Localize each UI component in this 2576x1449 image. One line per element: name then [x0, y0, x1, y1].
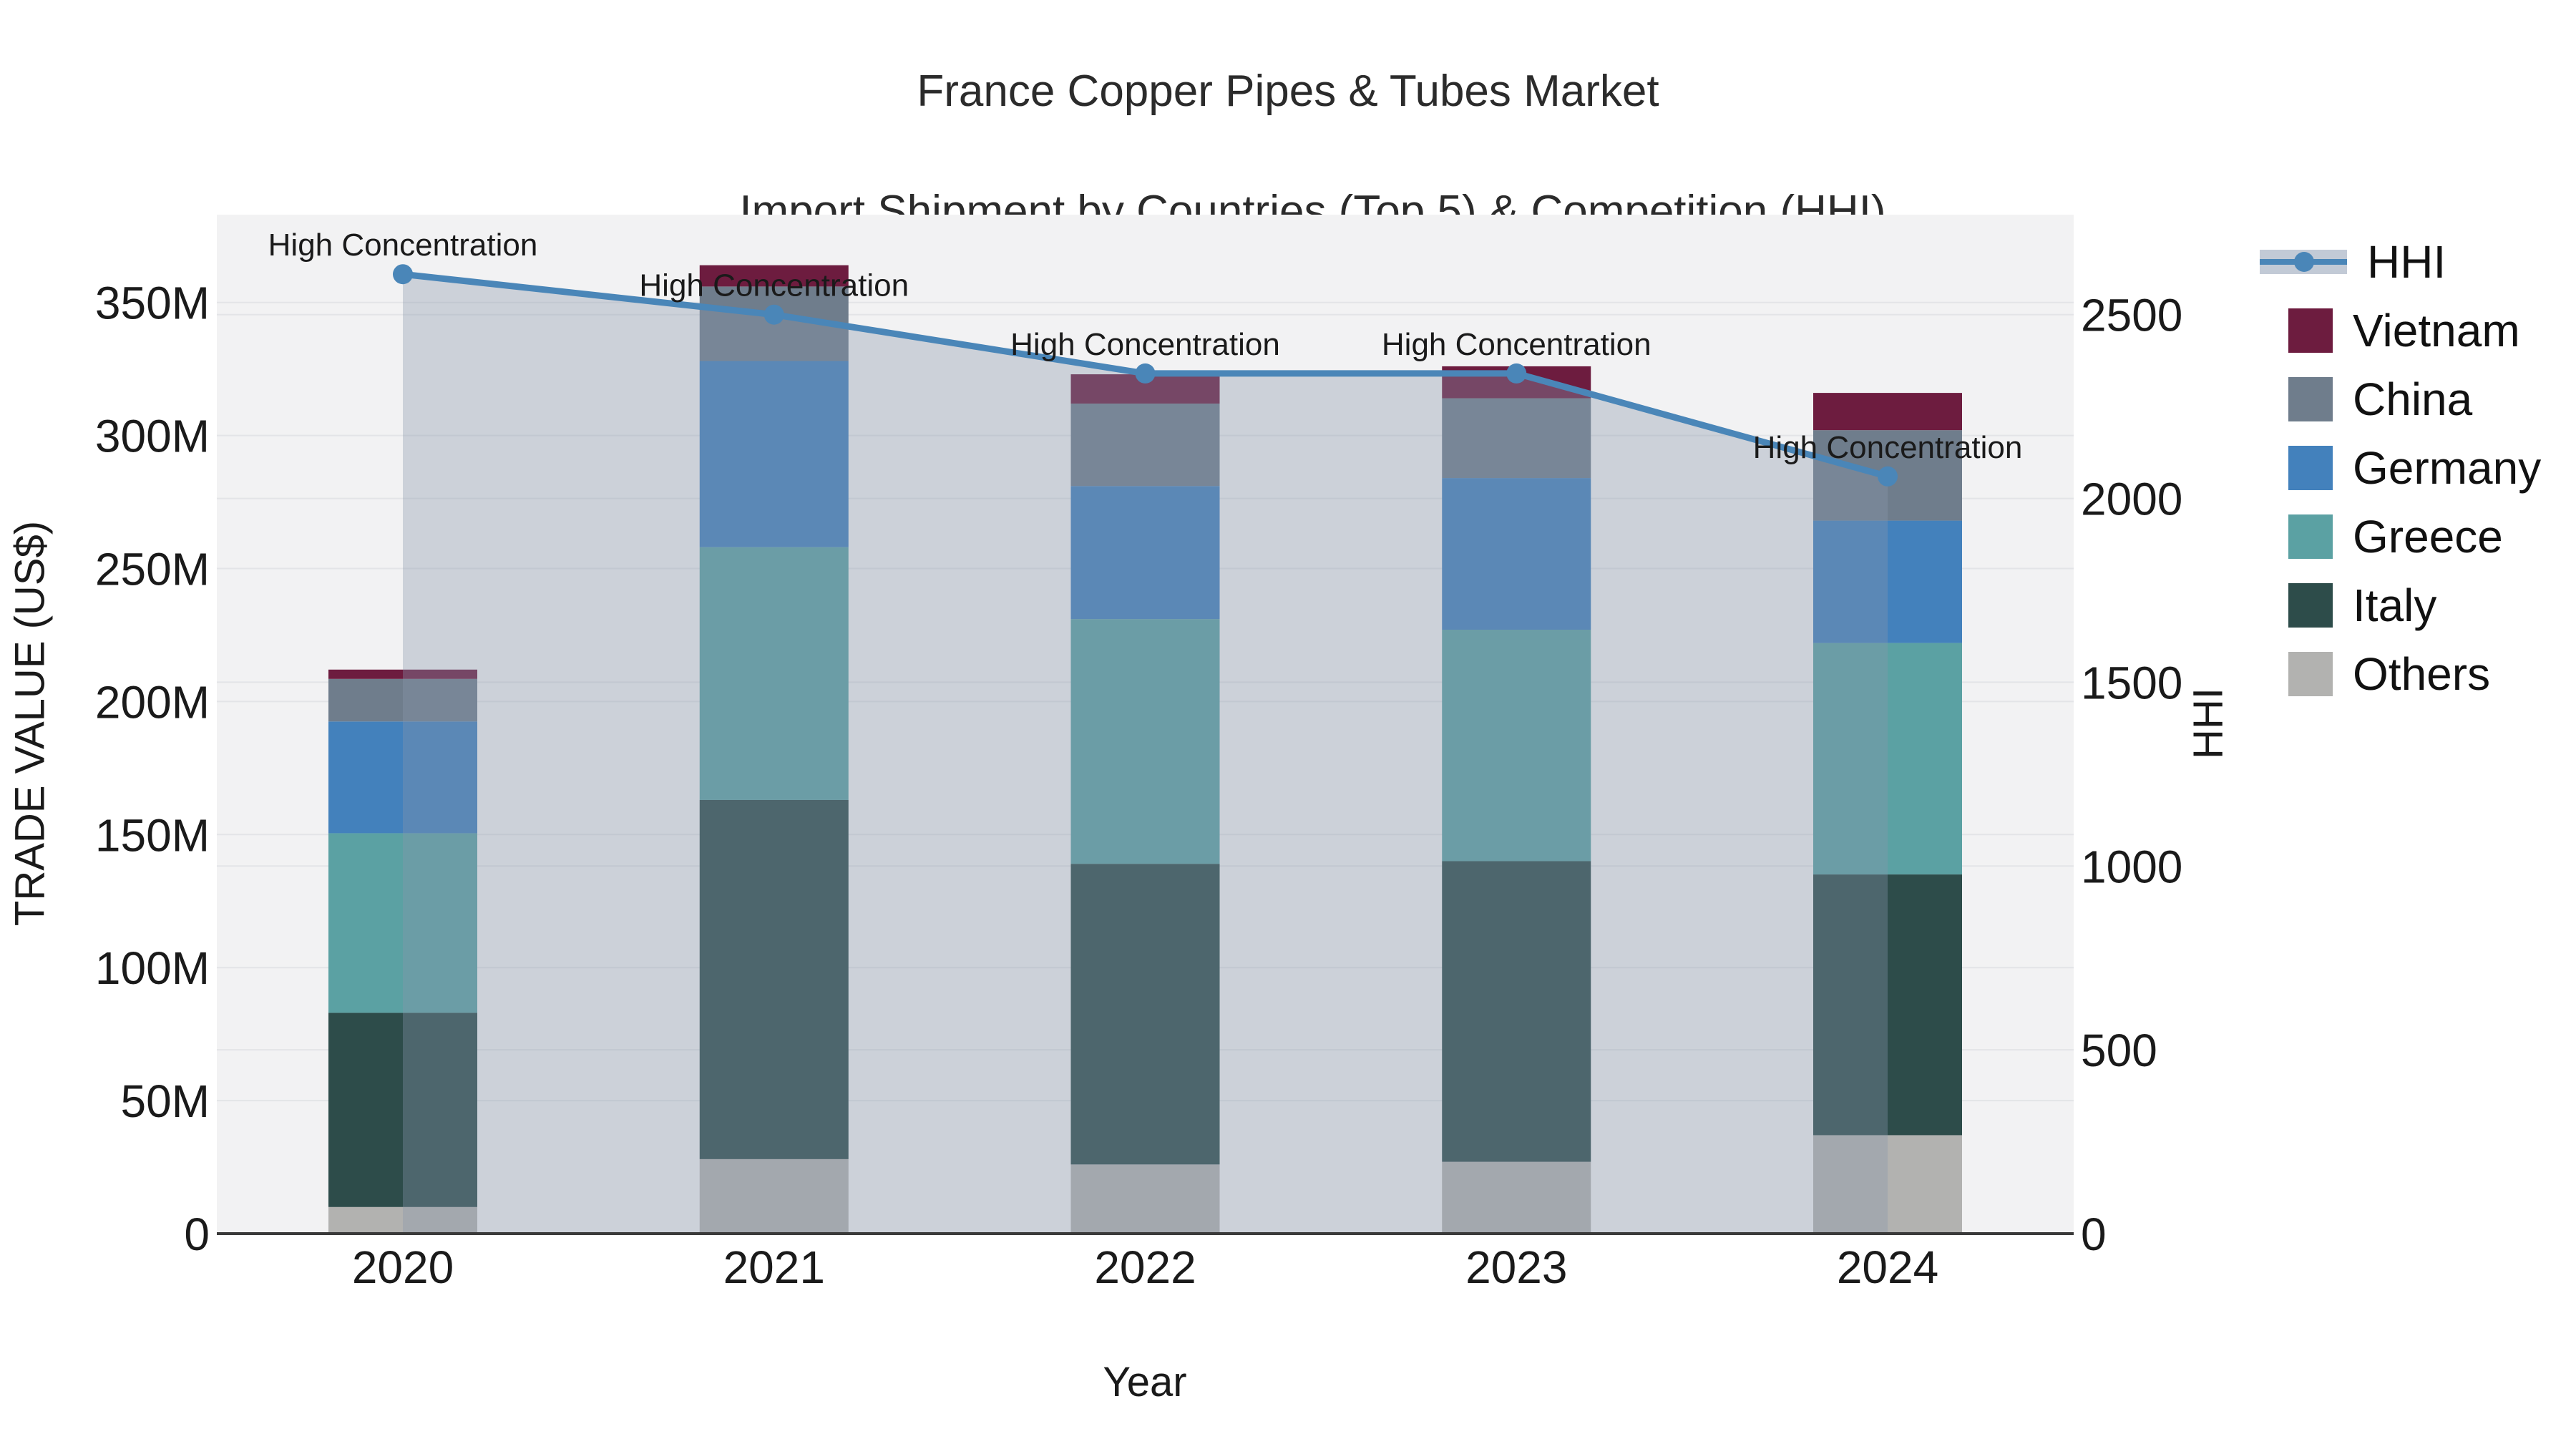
- bar-segment-italy-2020: [328, 1013, 477, 1207]
- annotation-high-concentration-2024: High Concentration: [1753, 430, 2023, 465]
- legend-swatch-italy: [2288, 583, 2333, 628]
- legend-swatch-greece: [2288, 514, 2333, 559]
- hhi-marker-2024: [1878, 466, 1898, 487]
- annotation-high-concentration-2022: High Concentration: [1010, 327, 1280, 362]
- legend: HHI Vietnam China Germany Greece Italy Others: [2260, 228, 2541, 708]
- bar-segment-greece-2023: [1442, 630, 1591, 862]
- bar-segment-others-2022: [1070, 1164, 1220, 1234]
- legend-item-italy: Italy: [2260, 571, 2541, 640]
- legend-swatch-others: [2288, 652, 2333, 696]
- legend-label-others: Others: [2353, 648, 2491, 700]
- y-axis-title-right: HHI: [2185, 688, 2232, 759]
- x-tick-label-2023: 2023: [1465, 1241, 1567, 1293]
- legend-label-italy: Italy: [2353, 580, 2437, 631]
- hhi-marker-2023: [1506, 363, 1527, 384]
- bar-segment-germany-2024: [1813, 520, 1962, 643]
- y-left-tick-label-250M: 250M: [95, 543, 210, 595]
- bar-segment-italy-2023: [1442, 861, 1591, 1162]
- bar-segment-germany-2021: [699, 361, 849, 547]
- bar-segment-china-2023: [1442, 398, 1591, 479]
- legend-item-germany: Germany: [2260, 434, 2541, 502]
- bar-segment-china-2020: [328, 678, 477, 722]
- hhi-line-sample-icon: [2260, 250, 2347, 274]
- bar-segment-others-2023: [1442, 1161, 1591, 1234]
- legend-item-vietnam: Vietnam: [2260, 296, 2541, 365]
- bar-segment-others-2021: [699, 1158, 849, 1234]
- bar-segment-greece-2021: [699, 547, 849, 800]
- y-axis-title-left: TRADE VALUE (US$): [6, 520, 54, 927]
- legend-label-hhi: HHI: [2367, 236, 2446, 288]
- bar-segment-vietnam-2020: [328, 669, 477, 679]
- x-tick-label-2021: 2021: [723, 1241, 825, 1293]
- bar-segment-greece-2024: [1813, 643, 1962, 875]
- annotation-high-concentration-2021: High Concentration: [639, 268, 909, 303]
- bar-segment-greece-2022: [1070, 619, 1220, 864]
- chart-title-line1: France Copper Pipes & Tubes Market: [917, 67, 1659, 116]
- legend-item-others: Others: [2260, 640, 2541, 708]
- y-left-tick-label-350M: 350M: [95, 278, 210, 329]
- legend-swatch-germany: [2288, 446, 2333, 490]
- x-axis-title: Year: [1103, 1359, 1187, 1405]
- y-left-tick-label-200M: 200M: [95, 676, 210, 728]
- y-right-tick-label-500: 500: [2081, 1025, 2157, 1076]
- x-tick-label-2024: 2024: [1837, 1241, 1938, 1293]
- hhi-marker-icon: [2294, 252, 2314, 272]
- bar-segment-italy-2022: [1070, 864, 1220, 1165]
- bar-segment-others-2024: [1813, 1135, 1962, 1234]
- hhi-marker-2022: [1135, 363, 1156, 384]
- legend-swatch-vietnam: [2288, 308, 2333, 353]
- annotation-high-concentration-2020: High Concentration: [268, 228, 538, 263]
- x-tick-label-2020: 2020: [352, 1241, 454, 1293]
- bar-segment-germany-2020: [328, 721, 477, 834]
- y-left-tick-label-0: 0: [184, 1209, 210, 1260]
- bar-segment-italy-2024: [1813, 874, 1962, 1136]
- legend-item-hhi: HHI: [2260, 228, 2541, 296]
- hhi-marker-2021: [763, 304, 784, 325]
- legend-label-vietnam: Vietnam: [2353, 305, 2520, 356]
- legend-item-greece: Greece: [2260, 502, 2541, 571]
- legend-label-china: China: [2353, 374, 2473, 425]
- y-left-tick-label-100M: 100M: [95, 942, 210, 994]
- legend-item-china: China: [2260, 365, 2541, 434]
- legend-swatch-china: [2288, 377, 2333, 421]
- y-right-tick-label-2500: 2500: [2081, 290, 2182, 341]
- bar-segment-germany-2022: [1070, 486, 1220, 620]
- bar-segment-china-2022: [1070, 403, 1220, 487]
- bar-segment-others-2020: [328, 1206, 477, 1234]
- hhi-marker-2020: [393, 264, 413, 285]
- y-left-tick-label-50M: 50M: [121, 1075, 210, 1127]
- bar-segment-vietnam-2024: [1813, 393, 1962, 431]
- annotation-high-concentration-2023: High Concentration: [1382, 327, 1652, 362]
- bar-segment-germany-2023: [1442, 478, 1591, 630]
- x-tick-label-2022: 2022: [1094, 1241, 1196, 1293]
- y-right-tick-label-2000: 2000: [2081, 474, 2182, 525]
- y-right-tick-label-1500: 1500: [2081, 657, 2182, 708]
- legend-label-greece: Greece: [2353, 511, 2503, 562]
- bar-segment-italy-2021: [699, 799, 849, 1159]
- bar-segment-greece-2020: [328, 833, 477, 1013]
- bar-segment-vietnam-2021: [699, 265, 849, 287]
- y-left-tick-label-300M: 300M: [95, 411, 210, 462]
- y-left-tick-label-150M: 150M: [95, 809, 210, 861]
- y-right-tick-label-0: 0: [2081, 1209, 2107, 1260]
- hhi-area-fill: [403, 274, 1888, 1234]
- y-right-tick-label-1000: 1000: [2081, 841, 2182, 892]
- legend-label-germany: Germany: [2353, 442, 2542, 494]
